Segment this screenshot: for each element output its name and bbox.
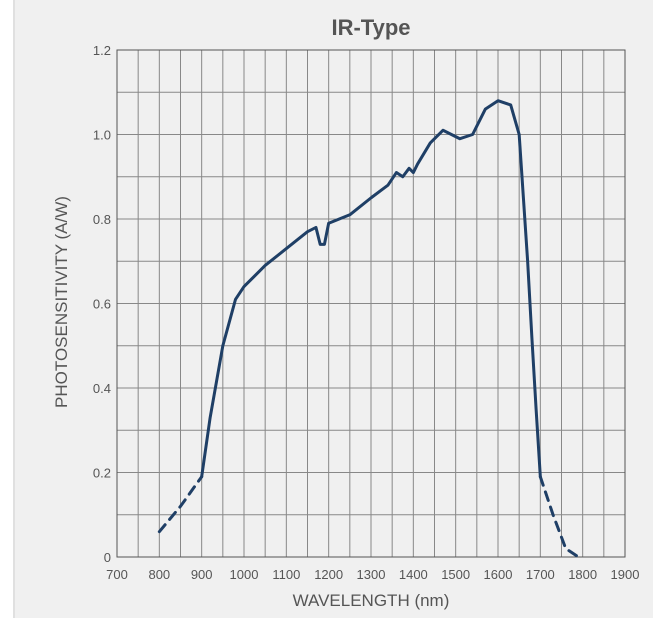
grid bbox=[116, 49, 626, 558]
x-axis-label: WAVELENGTH (nm) bbox=[293, 591, 450, 610]
x-tick-label: 800 bbox=[148, 567, 170, 582]
x-tick-label: 1100 bbox=[272, 567, 300, 582]
x-tick-label: 1600 bbox=[484, 567, 513, 582]
x-tick-label: 1500 bbox=[441, 567, 470, 582]
series-line-solid bbox=[200, 99, 542, 479]
y-axis-label: PHOTOSENSITIVITY (A/W) bbox=[52, 196, 71, 408]
x-tick-label: 900 bbox=[191, 567, 213, 582]
y-tick-label: 0.4 bbox=[93, 381, 111, 396]
x-tick-label: 1000 bbox=[230, 567, 259, 582]
y-tick-label: 0.2 bbox=[93, 466, 111, 481]
x-tick-label: 1900 bbox=[611, 567, 640, 582]
y-tick-label: 0.8 bbox=[93, 212, 111, 227]
series-line-dashed bbox=[538, 475, 580, 559]
chart-title: IR-Type bbox=[331, 15, 410, 40]
plot-frame bbox=[116, 49, 626, 558]
y-tick-label: 0.6 bbox=[93, 297, 111, 312]
x-tick-label: 700 bbox=[106, 567, 128, 582]
x-tick-label: 1300 bbox=[357, 567, 386, 582]
x-tick-label: 1700 bbox=[526, 567, 555, 582]
x-tick-label: 1800 bbox=[568, 567, 597, 582]
x-tick-labels: 700 800 900 1000 1100 1200 1300 1400 1500 1600 170… bbox=[106, 567, 639, 582]
y-tick-label: 1.2 bbox=[93, 43, 111, 58]
panel-divider bbox=[13, 0, 15, 618]
series-line-dashed bbox=[157, 475, 204, 534]
x-tick-label: 1400 bbox=[399, 567, 428, 582]
series-group bbox=[157, 99, 580, 559]
x-tick-label: 1200 bbox=[314, 567, 343, 582]
y-tick-label: 0 bbox=[104, 550, 111, 565]
y-tick-label: 1.0 bbox=[93, 128, 111, 143]
y-tick-labels: 0 0.2 0.4 0.6 0.8 1.0 1.2 bbox=[93, 43, 111, 565]
